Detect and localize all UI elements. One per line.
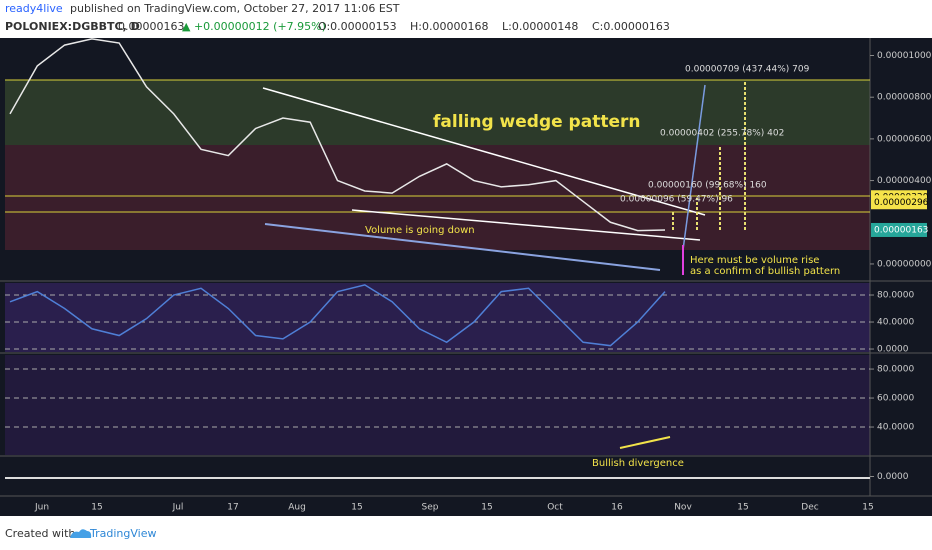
levels [5, 79, 870, 213]
change: ▲ +0.00000012 (+7.95%) [182, 20, 326, 33]
price-tag-label: 0.00000296 [874, 198, 929, 208]
x-tick-label: Nov [674, 503, 692, 513]
y-tick-label: 80.0000 [877, 291, 914, 301]
price-tag-label: 0.00000163 [874, 225, 928, 235]
footer-created: Created with [5, 527, 75, 540]
x-tick-label: 15 [737, 503, 748, 513]
series-line [9, 284, 666, 347]
x-tick-label: Dec [801, 503, 818, 513]
close: C:0.00000163 [592, 20, 670, 33]
x-tick-label: Sep [422, 503, 439, 513]
annotation: as a confirm of bullish pattern [690, 266, 840, 277]
y-tick-label: 0.0000 [877, 345, 909, 355]
annotation: Volume is going down [365, 225, 475, 236]
target-label: 0.00000160 (99.68%) 160 [648, 181, 767, 191]
series-line [9, 38, 666, 232]
published: published on TradingView.com, October 27… [70, 2, 400, 15]
wedge-title: falling wedge pattern [433, 112, 640, 132]
x-tick-label: 16 [611, 503, 623, 513]
x-tick-label: Jun [34, 503, 49, 513]
y-tick-label: 0.00001000 [877, 51, 932, 61]
price-tag [871, 222, 927, 237]
divergence-line [619, 436, 671, 449]
y-tick-label: 0.00000000 [877, 259, 932, 269]
x-tick-label: 15 [351, 503, 362, 513]
y-tick-label: 40.0000 [877, 318, 914, 328]
publisher[interactable]: ready4live [5, 2, 63, 15]
x-tick-label: 15 [91, 503, 102, 513]
volume-arrow [264, 223, 661, 271]
wedge [262, 87, 706, 241]
rsi-pane [5, 355, 870, 455]
x-tick-label: Jul [172, 503, 184, 513]
y-tick-label: 0.00000400 [877, 176, 932, 186]
y-tick-label: 60.0000 [877, 394, 914, 404]
x-tick-label: 15 [481, 503, 492, 513]
target-label: 0.00000709 (437.44%) 709 [685, 65, 810, 75]
green-zone [5, 80, 870, 145]
y-tick-label: 0.0000 [877, 472, 909, 482]
last: 0.00000163 [118, 20, 184, 33]
pane-borders [0, 38, 932, 497]
target-label: 0.00000096 (59.47%) 96 [620, 195, 733, 205]
red-zone [5, 145, 870, 250]
footer-bg [0, 516, 932, 550]
target-label: 0.00000402 (255.78%) 402 [660, 129, 784, 139]
logo [70, 529, 92, 538]
x-tick-label: Oct [547, 503, 563, 513]
x-tick-label: 15 [862, 503, 873, 513]
symbol: POLONIEX:DGBBTC, D [5, 20, 140, 33]
target-arrow [682, 84, 706, 251]
y-tick-label: 0.00000600 [877, 134, 932, 144]
annotation: Here must be volume rise [690, 255, 819, 266]
high: H:0.00000168 [410, 20, 488, 33]
y-tick-label: 80.0000 [877, 365, 914, 375]
price-tag [871, 195, 927, 210]
low: L:0.00000148 [502, 20, 578, 33]
y-tick-label: 0.00000800 [877, 93, 932, 103]
stoch-pane [5, 283, 870, 352]
footer-brand[interactable]: TradingView [89, 527, 156, 540]
x-tick-label: 17 [227, 503, 238, 513]
annotation: Bullish divergence [592, 458, 684, 469]
y-tick-label: 40.0000 [877, 423, 914, 433]
x-tick-label: Aug [288, 503, 306, 513]
target-bars [672, 82, 746, 230]
open: O:0.00000153 [318, 20, 397, 33]
